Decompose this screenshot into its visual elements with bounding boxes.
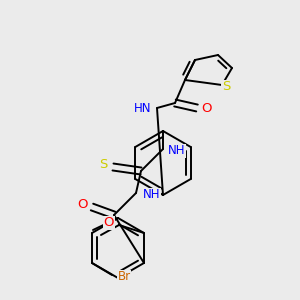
Text: S: S <box>99 158 107 172</box>
Text: NH: NH <box>168 145 186 158</box>
Text: O: O <box>201 101 211 115</box>
Text: HN: HN <box>134 101 151 115</box>
Text: NH: NH <box>143 188 161 202</box>
Text: O: O <box>77 199 87 212</box>
Text: S: S <box>222 80 230 94</box>
Text: O: O <box>104 217 114 230</box>
Text: Br: Br <box>118 271 130 284</box>
